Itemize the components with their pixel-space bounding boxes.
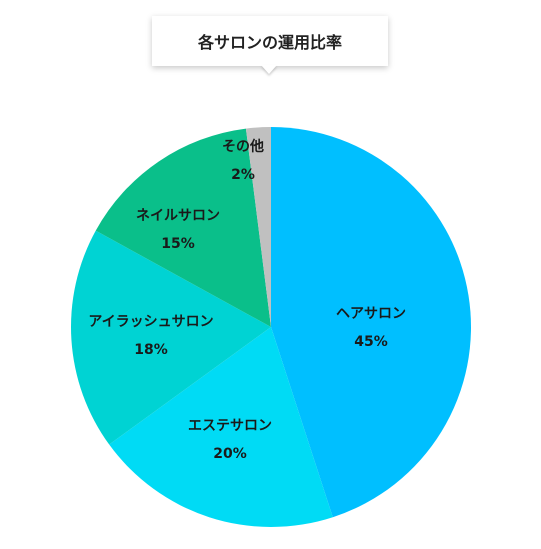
pie-slice-3 — [95, 128, 271, 327]
slice-value-label-1: 20% — [213, 446, 247, 462]
slice-value-label-4: 2% — [231, 167, 255, 183]
slice-value-label-2: 18% — [134, 342, 168, 358]
pie-slice-0 — [271, 127, 471, 518]
slice-label-1: エステサロン — [188, 418, 272, 434]
chart-title: 各サロンの運用比率 — [152, 16, 388, 66]
pie-slice-1 — [109, 327, 333, 527]
pie-slice-4 — [245, 127, 271, 327]
slice-label-0: ヘアサロン — [336, 306, 406, 322]
slice-label-3: ネイルサロン — [136, 208, 220, 224]
slice-label-4: その他 — [222, 138, 264, 155]
title-callout-pointer — [261, 65, 277, 74]
pie-slice-2 — [70, 230, 271, 445]
slice-label-2: アイラッシュサロン — [88, 314, 213, 330]
slice-value-label-3: 15% — [161, 236, 195, 252]
slice-value-label-0: 45% — [354, 334, 388, 350]
pie-labels: ヘアサロン 45% エステサロン 20% アイラッシュサロン 18% ネイルサロン 15% その… — [88, 138, 406, 462]
pie-slices — [70, 127, 471, 527]
